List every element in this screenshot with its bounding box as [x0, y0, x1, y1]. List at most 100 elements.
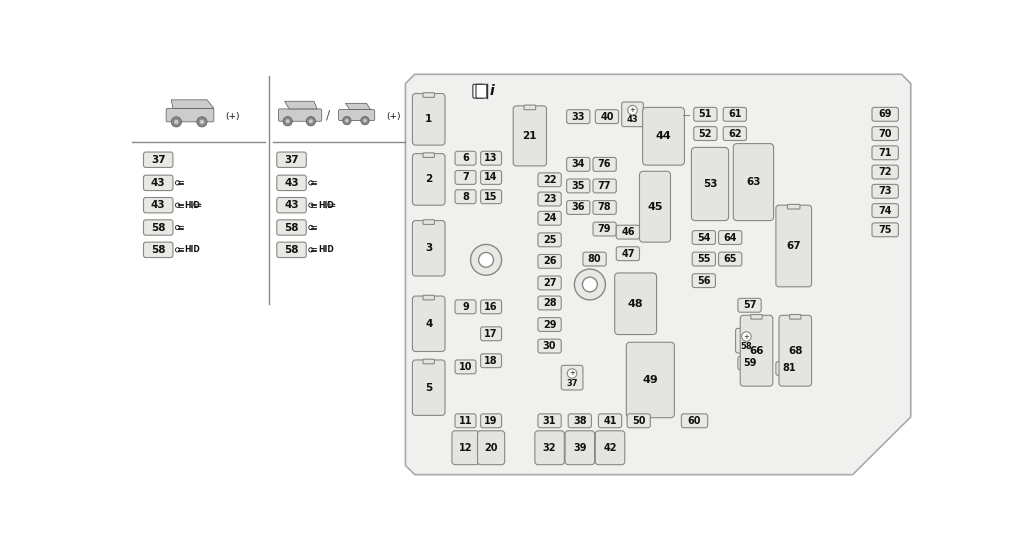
Text: 70: 70 — [879, 128, 892, 139]
FancyBboxPatch shape — [640, 171, 671, 242]
FancyBboxPatch shape — [276, 242, 306, 257]
FancyBboxPatch shape — [787, 204, 800, 209]
Text: 31: 31 — [543, 416, 556, 426]
Text: 43: 43 — [151, 200, 166, 210]
FancyBboxPatch shape — [593, 179, 616, 193]
FancyBboxPatch shape — [455, 360, 476, 374]
FancyBboxPatch shape — [735, 328, 758, 353]
FancyBboxPatch shape — [413, 221, 445, 276]
Text: 8: 8 — [462, 192, 469, 202]
Text: 44: 44 — [655, 131, 672, 141]
Text: 37: 37 — [285, 155, 299, 165]
Text: 76: 76 — [598, 159, 611, 169]
FancyBboxPatch shape — [561, 365, 583, 390]
Text: 39: 39 — [573, 443, 587, 453]
FancyBboxPatch shape — [692, 252, 716, 266]
FancyBboxPatch shape — [423, 359, 434, 364]
FancyBboxPatch shape — [423, 220, 434, 224]
FancyBboxPatch shape — [538, 339, 561, 353]
Text: 16: 16 — [484, 302, 498, 312]
FancyBboxPatch shape — [872, 165, 898, 179]
Text: 67: 67 — [786, 241, 801, 251]
FancyBboxPatch shape — [872, 146, 898, 160]
FancyBboxPatch shape — [480, 327, 502, 341]
FancyBboxPatch shape — [681, 414, 708, 428]
FancyBboxPatch shape — [276, 197, 306, 213]
Text: 46: 46 — [622, 227, 635, 237]
FancyBboxPatch shape — [538, 414, 561, 428]
FancyBboxPatch shape — [413, 360, 445, 415]
FancyBboxPatch shape — [692, 274, 716, 288]
Text: (+): (+) — [386, 112, 400, 121]
Circle shape — [741, 332, 752, 341]
FancyBboxPatch shape — [538, 254, 561, 268]
Text: 51: 51 — [698, 109, 712, 119]
FancyBboxPatch shape — [643, 107, 684, 165]
FancyBboxPatch shape — [452, 431, 479, 464]
Text: 6: 6 — [462, 153, 469, 163]
Text: 36: 36 — [571, 203, 585, 212]
Text: 53: 53 — [702, 179, 717, 189]
FancyBboxPatch shape — [535, 431, 564, 464]
Text: 57: 57 — [742, 300, 757, 310]
Text: 58: 58 — [285, 245, 299, 255]
Text: 56: 56 — [697, 276, 711, 286]
Text: 13: 13 — [484, 153, 498, 163]
FancyBboxPatch shape — [733, 144, 773, 221]
FancyBboxPatch shape — [616, 247, 640, 261]
FancyBboxPatch shape — [738, 356, 761, 370]
Text: +: + — [630, 107, 636, 113]
Text: 30: 30 — [543, 341, 556, 351]
Polygon shape — [345, 104, 371, 109]
FancyBboxPatch shape — [622, 102, 643, 127]
Text: 29: 29 — [543, 320, 556, 330]
FancyBboxPatch shape — [872, 223, 898, 237]
FancyBboxPatch shape — [595, 431, 625, 464]
Text: 15: 15 — [484, 192, 498, 202]
Text: 9: 9 — [462, 302, 469, 312]
FancyBboxPatch shape — [413, 153, 445, 205]
Text: +: + — [743, 333, 750, 339]
Circle shape — [345, 119, 349, 122]
FancyBboxPatch shape — [455, 414, 476, 428]
FancyBboxPatch shape — [723, 127, 746, 140]
FancyBboxPatch shape — [276, 152, 306, 167]
Text: 27: 27 — [543, 278, 556, 288]
Text: 58: 58 — [151, 245, 166, 255]
FancyBboxPatch shape — [872, 204, 898, 217]
FancyBboxPatch shape — [614, 273, 656, 334]
FancyBboxPatch shape — [627, 414, 650, 428]
Polygon shape — [285, 101, 317, 109]
Text: 52: 52 — [698, 128, 712, 139]
Circle shape — [283, 117, 292, 126]
FancyBboxPatch shape — [413, 296, 445, 351]
FancyBboxPatch shape — [872, 107, 898, 121]
Circle shape — [471, 244, 502, 275]
Text: 41: 41 — [603, 416, 616, 426]
Text: 43: 43 — [151, 178, 166, 188]
FancyBboxPatch shape — [719, 252, 741, 266]
Text: (+): (+) — [225, 112, 240, 121]
Text: 1: 1 — [425, 114, 432, 124]
FancyBboxPatch shape — [538, 318, 561, 332]
Text: 58: 58 — [151, 223, 166, 233]
Text: 69: 69 — [879, 109, 892, 119]
FancyBboxPatch shape — [872, 127, 898, 140]
FancyBboxPatch shape — [691, 147, 729, 221]
Text: 33: 33 — [571, 112, 585, 121]
FancyBboxPatch shape — [779, 315, 812, 386]
FancyBboxPatch shape — [455, 190, 476, 204]
FancyBboxPatch shape — [473, 85, 483, 98]
FancyBboxPatch shape — [568, 414, 592, 428]
Text: 61: 61 — [728, 109, 741, 119]
FancyBboxPatch shape — [143, 175, 173, 191]
Text: 62: 62 — [728, 128, 741, 139]
Circle shape — [360, 117, 370, 125]
Text: 34: 34 — [571, 159, 585, 169]
Text: 66: 66 — [750, 346, 764, 356]
FancyBboxPatch shape — [276, 220, 306, 235]
Text: 75: 75 — [879, 225, 892, 235]
Text: 11: 11 — [459, 416, 472, 426]
Polygon shape — [171, 100, 214, 108]
Text: 78: 78 — [598, 203, 611, 212]
